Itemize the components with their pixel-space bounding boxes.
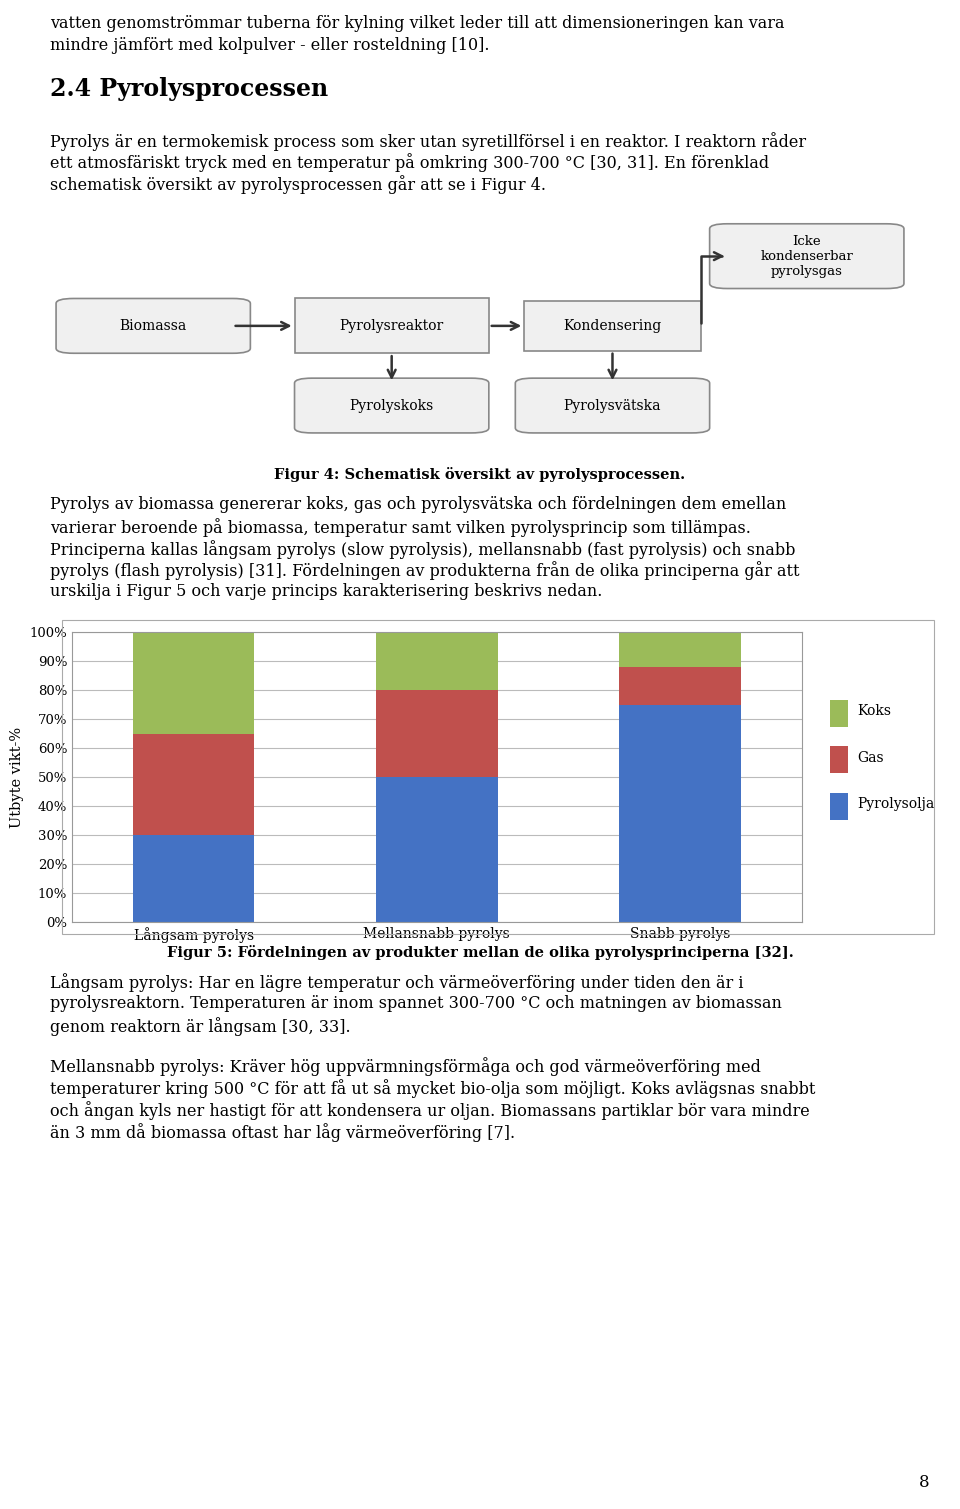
FancyBboxPatch shape bbox=[516, 379, 709, 433]
Text: urskilja i Figur 5 och varje princips karakterisering beskrivs nedan.: urskilja i Figur 5 och varje princips ka… bbox=[50, 584, 602, 601]
Bar bbox=[619, 667, 741, 705]
Bar bbox=[376, 690, 497, 777]
Text: Kondensering: Kondensering bbox=[564, 318, 661, 333]
Text: Gas: Gas bbox=[857, 751, 884, 765]
Text: ett atmosfäriskt tryck med en temperatur på omkring 300-700 °C [30, 31]. En före: ett atmosfäriskt tryck med en temperatur… bbox=[50, 154, 769, 172]
FancyBboxPatch shape bbox=[295, 379, 489, 433]
Bar bbox=[132, 834, 254, 922]
Text: Figur 5: Fördelningen av produkter mellan de olika pyrolysprinciperna [32].: Figur 5: Fördelningen av produkter mella… bbox=[167, 945, 793, 960]
Text: Pyrolysvätska: Pyrolysvätska bbox=[564, 398, 661, 412]
Text: 8: 8 bbox=[919, 1474, 929, 1491]
Bar bbox=[376, 777, 497, 922]
Text: Pyrolysreaktor: Pyrolysreaktor bbox=[340, 318, 444, 333]
Text: pyrolysreaktorn. Temperaturen är inom spannet 300-700 °C och matningen av biomas: pyrolysreaktorn. Temperaturen är inom sp… bbox=[50, 994, 781, 1013]
Text: Pyrolyskoks: Pyrolyskoks bbox=[349, 398, 434, 412]
Text: pyrolys (flash pyrolysis) [31]. Fördelningen av produkterna från de olika princi: pyrolys (flash pyrolysis) [31]. Fördelni… bbox=[50, 561, 800, 581]
Text: mindre jämfört med kolpulver - eller rosteldning [10].: mindre jämfört med kolpulver - eller ros… bbox=[50, 36, 490, 54]
Bar bbox=[132, 632, 254, 733]
Text: Pyrolys är en termokemisk process som sker utan syretillförsel i en reaktor. I r: Pyrolys är en termokemisk process som sk… bbox=[50, 131, 806, 151]
Text: Pyrolys av biomassa genererar koks, gas och pyrolysvätska och fördelningen dem e: Pyrolys av biomassa genererar koks, gas … bbox=[50, 496, 786, 513]
FancyBboxPatch shape bbox=[56, 299, 251, 353]
Text: än 3 mm då biomassa oftast har låg värmeöverföring [7].: än 3 mm då biomassa oftast har låg värme… bbox=[50, 1123, 516, 1141]
Text: Icke
kondenserbar
pyrolysgas: Icke kondenserbar pyrolysgas bbox=[760, 235, 853, 278]
Text: Långsam pyrolys: Har en lägre temperatur och värmeöverföring under tiden den är : Långsam pyrolys: Har en lägre temperatur… bbox=[50, 973, 743, 991]
Bar bbox=[376, 632, 497, 690]
Bar bbox=[524, 300, 701, 350]
Text: Biomassa: Biomassa bbox=[120, 318, 187, 333]
Text: och ångan kyls ner hastigt för att kondensera ur oljan. Biomassans partiklar bör: och ångan kyls ner hastigt för att konde… bbox=[50, 1100, 809, 1120]
Text: Mellansnabb pyrolys: Kräver hög uppvärmningsförmåga och god värmeöverföring med: Mellansnabb pyrolys: Kräver hög uppvärmn… bbox=[50, 1056, 760, 1076]
Bar bbox=[619, 632, 741, 667]
Text: Figur 4: Schematisk översikt av pyrolysprocessen.: Figur 4: Schematisk översikt av pyrolysp… bbox=[275, 468, 685, 483]
Text: Principerna kallas långsam pyrolys (slow pyrolysis), mellansnabb (fast pyrolysis: Principerna kallas långsam pyrolys (slow… bbox=[50, 540, 795, 558]
Bar bbox=[619, 705, 741, 922]
Bar bbox=[295, 299, 489, 353]
Text: varierar beroende på biomassa, temperatur samt vilken pyrolysprincip som tillämp: varierar beroende på biomassa, temperatu… bbox=[50, 518, 751, 537]
Text: vatten genomströmmar tuberna för kylning vilket leder till att dimensioneringen : vatten genomströmmar tuberna för kylning… bbox=[50, 15, 784, 32]
Text: temperaturer kring 500 °C för att få ut så mycket bio-olja som möjligt. Koks avl: temperaturer kring 500 °C för att få ut … bbox=[50, 1079, 815, 1097]
Text: Koks: Koks bbox=[857, 705, 891, 718]
FancyBboxPatch shape bbox=[709, 223, 904, 288]
Text: genom reaktorn är långsam [30, 33].: genom reaktorn är långsam [30, 33]. bbox=[50, 1017, 350, 1035]
Bar bbox=[132, 733, 254, 834]
Text: Pyrolysolja: Pyrolysolja bbox=[857, 797, 934, 810]
Text: schematisk översikt av pyrolysprocessen går att se i Figur 4.: schematisk översikt av pyrolysprocessen … bbox=[50, 175, 546, 195]
Text: 2.4 Pyrolysprocessen: 2.4 Pyrolysprocessen bbox=[50, 77, 328, 101]
Y-axis label: Utbyte vikt-%: Utbyte vikt-% bbox=[10, 727, 24, 828]
